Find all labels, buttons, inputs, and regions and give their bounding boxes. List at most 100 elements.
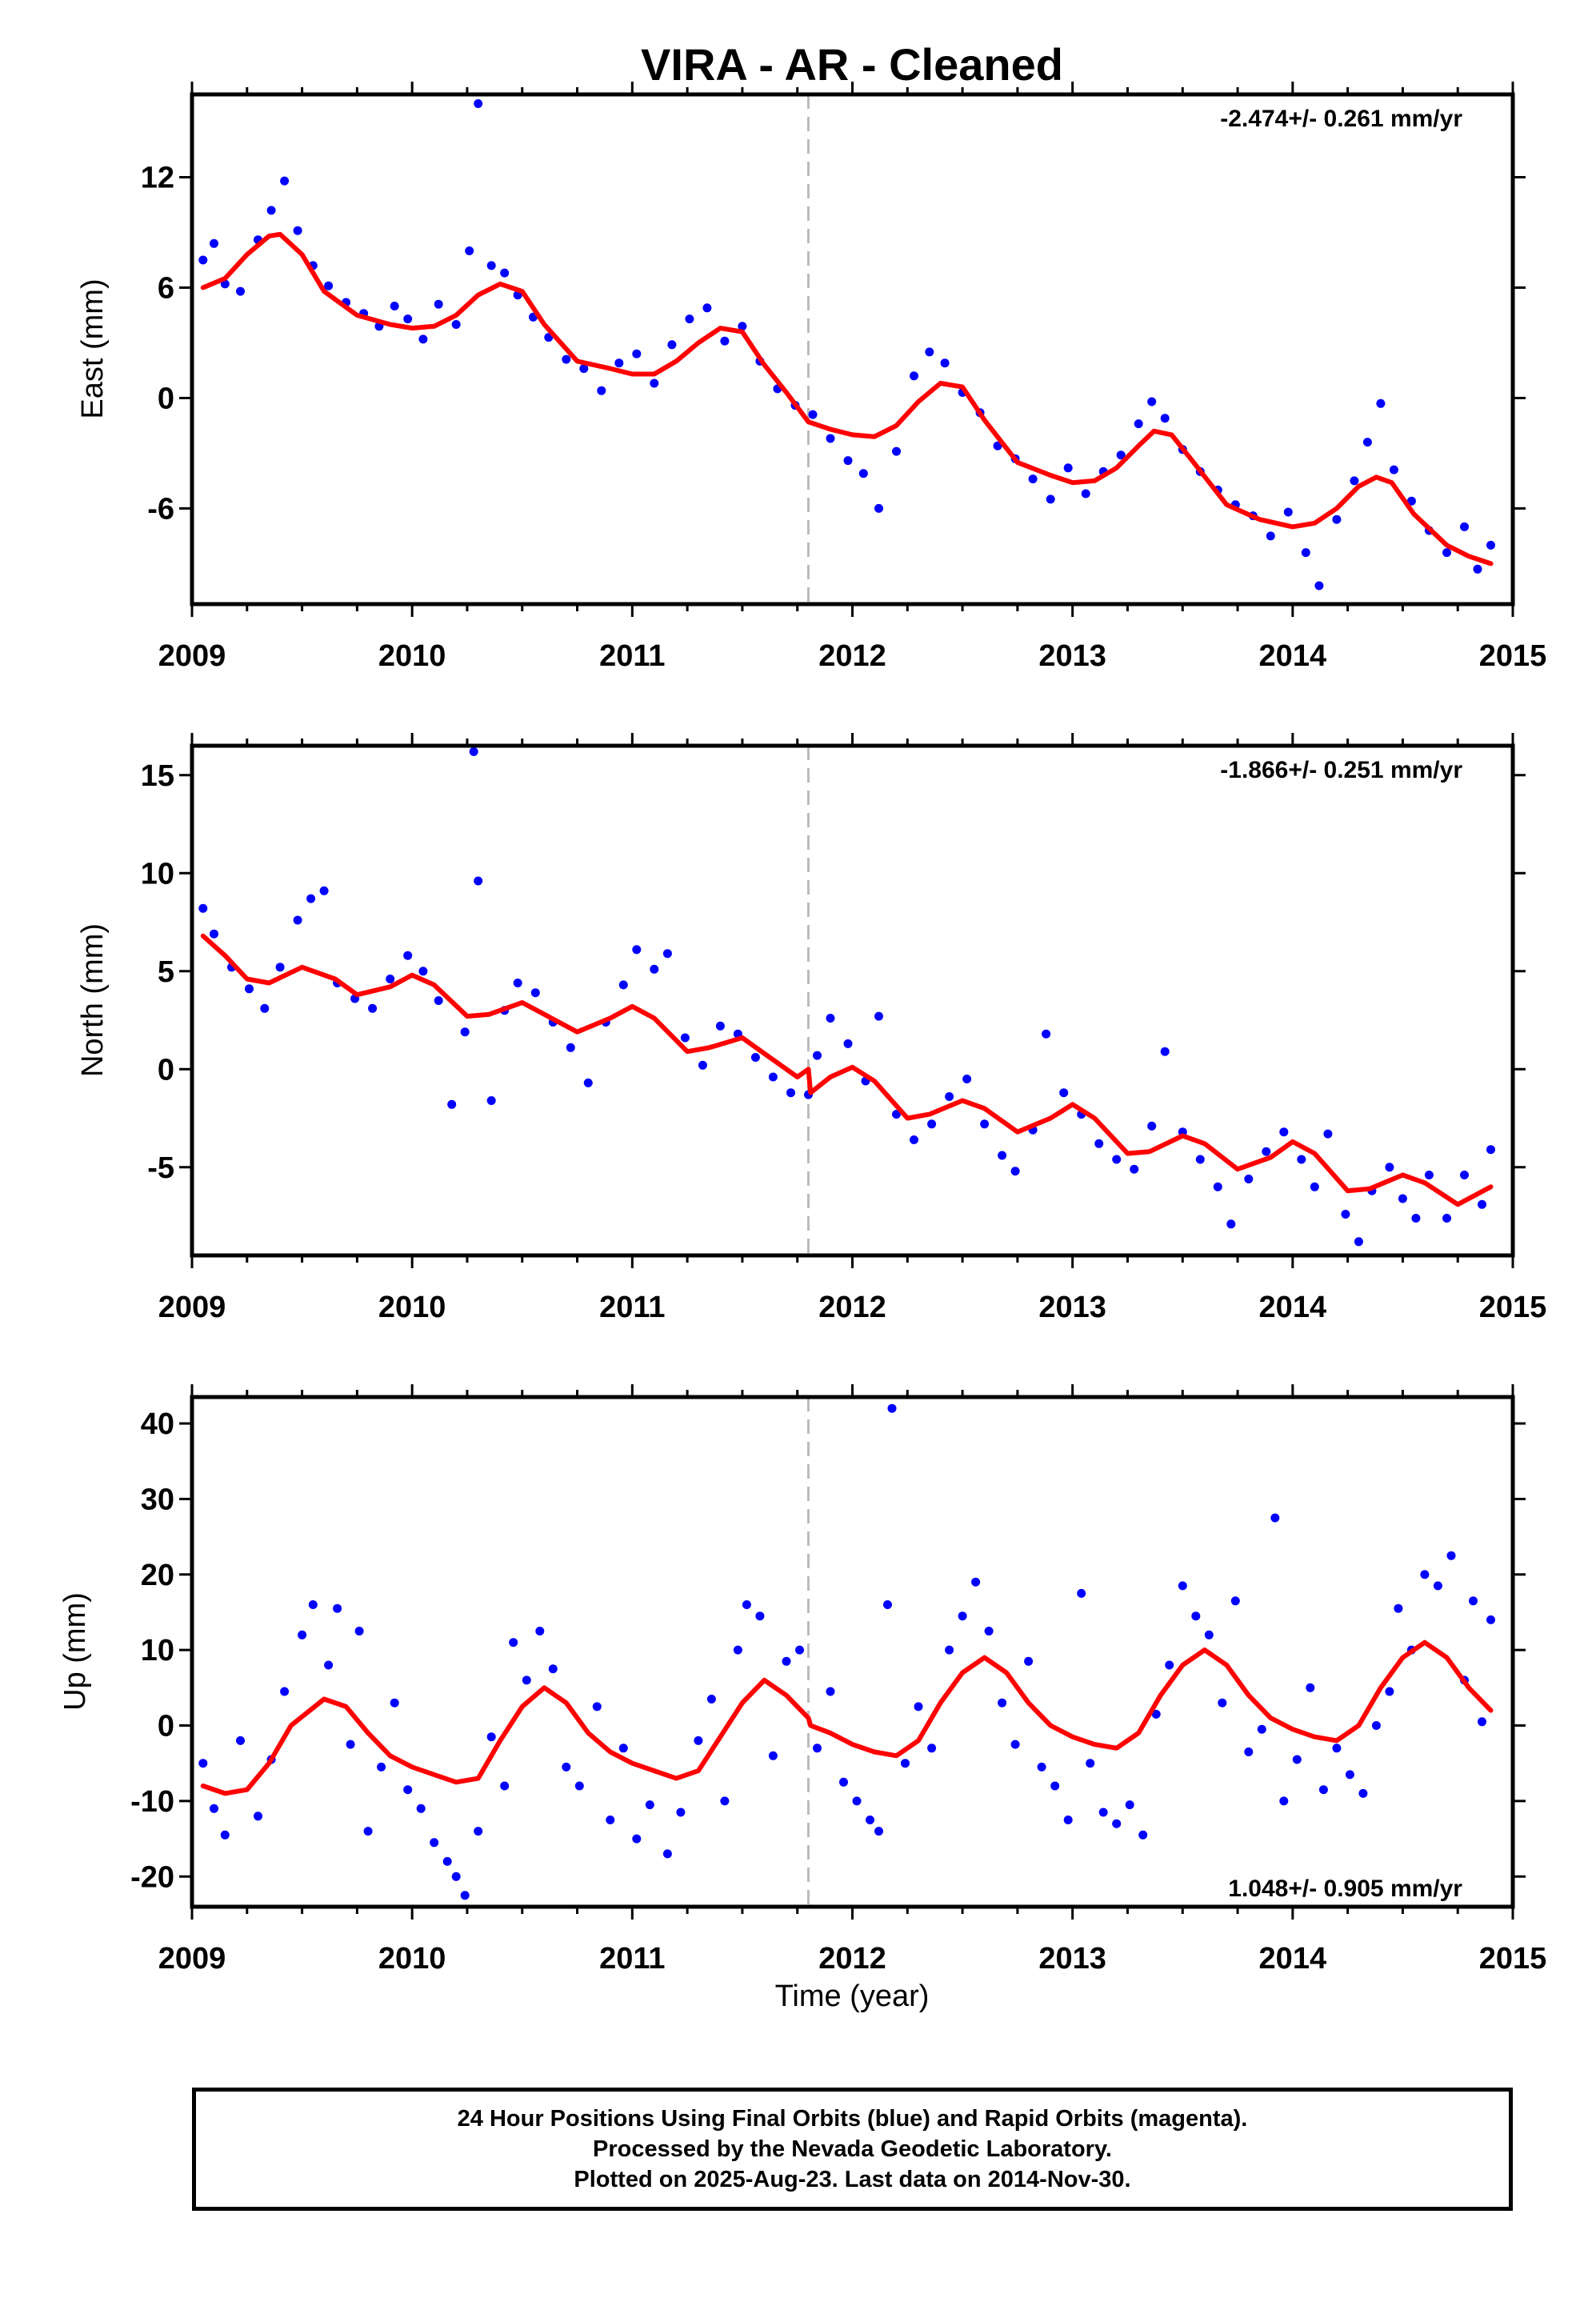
up-data-point (1270, 1513, 1280, 1523)
north-y-tick-label: 10 (141, 857, 174, 891)
north-data-point (1130, 1164, 1139, 1174)
north-data-point (368, 1003, 378, 1013)
east-data-point (474, 99, 483, 108)
up-data-point (887, 1403, 897, 1413)
east-x-tick-label: 2013 (1038, 639, 1106, 673)
up-y-tick-label: -20 (130, 1860, 174, 1894)
up-data-point (1050, 1781, 1060, 1791)
north-ticks: 2009 2010 2011 2012 2013 2014 2015 15 10 5 0 -5 (141, 733, 1546, 1324)
north-data-point (486, 1096, 496, 1105)
up-ticks: 2009 2010 2011 2012 2013 2014 2015403020100-10… (130, 1384, 1546, 1976)
east-data-point (562, 354, 571, 364)
east-data-point (1332, 514, 1342, 524)
up-data-point (522, 1675, 531, 1685)
north-y-tick-label: 5 (158, 955, 174, 989)
north-data-point (474, 876, 483, 886)
north-data-point (386, 975, 395, 983)
up-rate-label: 1.048+/- 0.905 mm/yr (1228, 1876, 1462, 1902)
up-data-point (416, 1804, 426, 1813)
up-x-tick-label: 2015 (1479, 1942, 1547, 1976)
east-data-point (874, 503, 883, 513)
up-y-tick-label: 40 (141, 1407, 174, 1441)
up-data-point (509, 1638, 518, 1647)
east-x-tick-label: 2010 (378, 639, 446, 673)
up-data-point (280, 1687, 290, 1696)
north-data-point (1112, 1155, 1122, 1164)
north-data-point (945, 1092, 954, 1101)
east-data-point (465, 246, 474, 255)
east-data-point (1350, 476, 1359, 486)
north-panel: 2009 2010 2011 2012 2013 2014 2015 15 10 5 0 -5 Nor… (76, 733, 1546, 1324)
north-data-point (260, 1003, 270, 1013)
north-data-point (245, 984, 254, 994)
up-y-axis-label: Up (mm) (58, 1592, 92, 1711)
north-data-point (618, 980, 628, 990)
up-data-point (548, 1664, 558, 1674)
north-data-point (1195, 1155, 1205, 1164)
north-y-axis-label: North (mm) (76, 923, 110, 1077)
up-data-point (839, 1777, 848, 1787)
north-data-point (210, 929, 218, 939)
up-x-tick-label: 2012 (818, 1942, 886, 1976)
east-data-point (418, 334, 428, 344)
north-data-point (650, 964, 659, 974)
north-data-point (980, 1119, 990, 1129)
north-data-point (434, 996, 443, 1005)
east-x-tick-label: 2015 (1479, 639, 1547, 673)
north-data-layer (198, 746, 1495, 1255)
north-data-point (319, 886, 329, 895)
caption-line-2: Processed by the Nevada Geodetic Laborat… (593, 2136, 1112, 2162)
up-x-tick-label: 2011 (599, 1942, 665, 1976)
up-data-point (606, 1816, 615, 1824)
east-data-point (808, 410, 818, 419)
up-data-point (958, 1611, 967, 1621)
north-x-tick-label: 2014 (1259, 1291, 1327, 1324)
east-y-axis-label: East (mm) (76, 278, 110, 418)
up-data-point (733, 1645, 742, 1655)
east-y-tick-label: 12 (141, 161, 174, 194)
east-data-point (650, 378, 659, 388)
north-data-point (1341, 1210, 1350, 1219)
north-data-point (469, 747, 478, 756)
east-data-point (632, 349, 642, 358)
north-data-point (1442, 1214, 1451, 1223)
north-data-point (1424, 1171, 1434, 1179)
up-y-tick-label: 20 (141, 1559, 174, 1592)
up-data-point (236, 1735, 245, 1745)
east-data-point (434, 299, 443, 309)
east-data-point (720, 336, 730, 346)
north-data-point (418, 967, 428, 976)
north-data-point (1323, 1129, 1333, 1139)
north-data-point (583, 1078, 593, 1087)
up-data-point (1125, 1800, 1134, 1810)
up-data-point (945, 1645, 954, 1655)
east-data-point (1116, 450, 1126, 460)
up-data-point (874, 1827, 883, 1836)
north-model-curve (200, 933, 1494, 1207)
up-data-point (1151, 1709, 1161, 1719)
up-data-point (1292, 1755, 1302, 1764)
east-data-point (198, 255, 208, 265)
up-data-point (901, 1759, 910, 1768)
east-data-point (486, 261, 496, 270)
up-data-point (308, 1600, 318, 1609)
east-y-tick-label: 0 (158, 382, 174, 415)
up-data-point (782, 1656, 791, 1666)
north-data-point (1385, 1163, 1394, 1172)
east-data-point (1362, 438, 1372, 447)
up-data-point (645, 1800, 654, 1810)
up-data-point (1371, 1721, 1381, 1730)
up-data-point (430, 1838, 439, 1848)
east-data-point (1314, 581, 1324, 591)
east-data-point (1442, 548, 1451, 558)
east-model-curve (200, 231, 1494, 566)
up-data-point (474, 1827, 483, 1836)
east-data-point (1486, 540, 1495, 550)
north-data-point (892, 1110, 901, 1119)
up-data-point (826, 1687, 835, 1696)
north-data-point (826, 1014, 835, 1023)
up-data-point (460, 1891, 470, 1900)
up-data-point (914, 1702, 923, 1711)
up-data-point (1191, 1611, 1201, 1621)
north-rate-label: -1.866+/- 0.251 mm/yr (1220, 757, 1462, 783)
